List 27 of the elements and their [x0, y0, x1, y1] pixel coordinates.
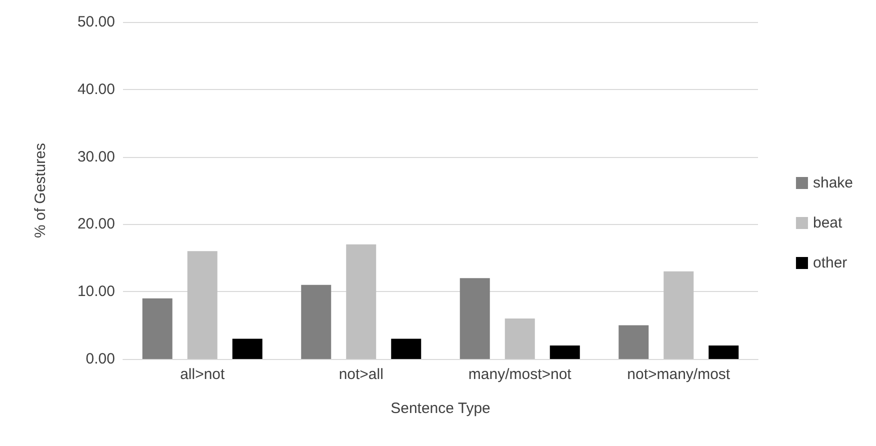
bar [460, 278, 490, 359]
bar [346, 244, 376, 359]
legend-label: beat [812, 214, 843, 232]
bar [504, 318, 535, 359]
bar [664, 271, 694, 359]
bar [232, 338, 262, 359]
y-tick-label: 40.00 [77, 80, 115, 98]
y-tick-label: 20.00 [77, 216, 115, 233]
x-tick-label: many/most>not [468, 366, 572, 383]
y-tick-label: 30.00 [77, 148, 115, 166]
x-tick-label: all>not [180, 366, 226, 383]
bar [391, 338, 422, 359]
x-tick-label: not>all [338, 366, 384, 383]
legend-label: shake [812, 174, 854, 192]
y-tick-label: 10.00 [77, 283, 115, 300]
x-tick-label: not>many/most [627, 366, 731, 383]
y-axis-title: % of Gestures [32, 142, 49, 238]
legend-label: other [812, 254, 848, 272]
bar [708, 346, 739, 359]
bar [142, 298, 172, 359]
bar [618, 325, 649, 359]
bar [550, 346, 580, 359]
y-tick-label: 0.00 [86, 350, 115, 368]
x-axis-title: Sentence Type [390, 400, 490, 417]
bar [187, 251, 218, 359]
y-tick-label: 50.00 [77, 14, 115, 30]
bar [301, 284, 332, 359]
